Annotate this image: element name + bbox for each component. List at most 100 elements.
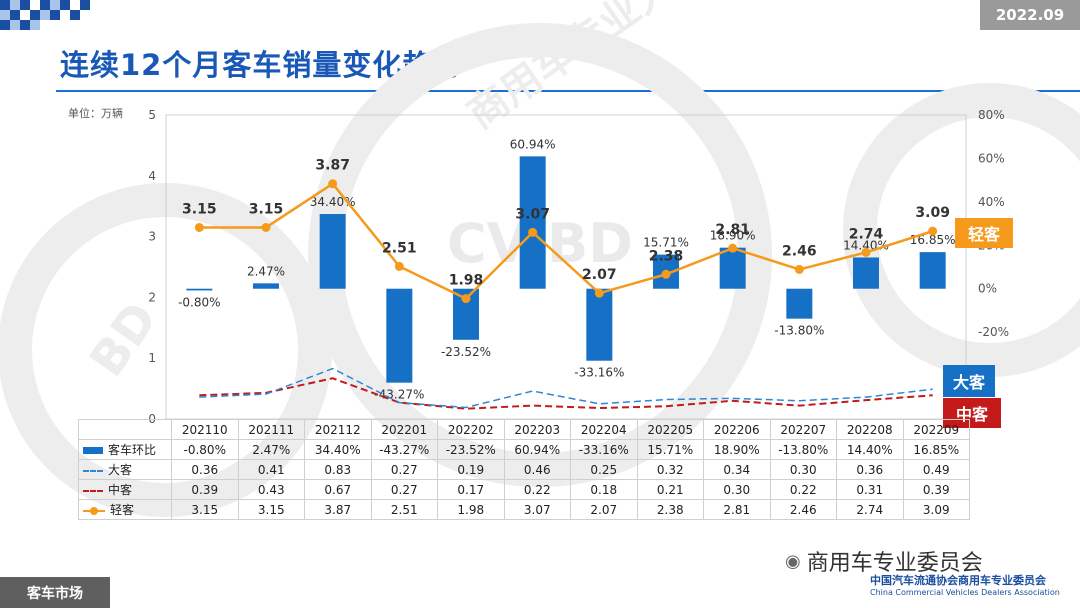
table-row: 大客 0.36 0.41 0.83 0.27 0.19 0.46 0.25 0.32 0.34 0.… bbox=[78, 459, 970, 480]
bar-label: 15.71% bbox=[643, 236, 689, 250]
table-header-cell: 202110 bbox=[171, 419, 239, 440]
table-cell: 0.27 bbox=[370, 479, 438, 500]
bar-label: 16.85% bbox=[910, 233, 956, 247]
light-bus-marker bbox=[861, 247, 871, 257]
light-bus-marker bbox=[928, 226, 938, 236]
table-series-label: 轻客 bbox=[78, 499, 172, 520]
table-cell: 15.71% bbox=[636, 439, 704, 460]
wechat-icon: ◉ bbox=[785, 550, 801, 572]
table-cell: 14.40% bbox=[836, 439, 904, 460]
table-cell: 0.30 bbox=[703, 479, 771, 500]
table-header-cell: 202203 bbox=[503, 419, 571, 440]
wechat-account: ◉ 商用车专业委员会 bbox=[785, 545, 983, 577]
table-cell: 2.81 bbox=[703, 499, 771, 520]
table-header-cell: 202204 bbox=[570, 419, 638, 440]
table-header-row: 202110 202111 202112 202201 202202 202203 2022… bbox=[78, 419, 970, 440]
bar-label: -0.80% bbox=[178, 295, 220, 309]
table-cell: 3.87 bbox=[304, 499, 372, 520]
table-series-label: 中客 bbox=[78, 479, 172, 500]
line-mid-bus bbox=[199, 377, 933, 410]
table-cell: -33.16% bbox=[570, 439, 638, 460]
bar-label: 60.94% bbox=[510, 137, 556, 151]
table-header-cell: 202206 bbox=[703, 419, 771, 440]
table-series-label: 客车环比 bbox=[78, 439, 172, 460]
light-bus-marker bbox=[461, 294, 471, 304]
table-cell: 0.46 bbox=[503, 459, 571, 480]
plot-frame bbox=[165, 114, 967, 420]
corner-checker-pattern bbox=[0, 0, 90, 30]
table-cell: 16.85% bbox=[902, 439, 970, 460]
table-cell: 0.67 bbox=[304, 479, 372, 500]
section-label: 客车市场 bbox=[0, 577, 110, 608]
table-cell: 0.19 bbox=[437, 459, 505, 480]
light-bus-label: 2.38 bbox=[649, 248, 684, 264]
title-rule bbox=[56, 90, 1080, 92]
association-name-en: China Commercial Vehicles Dealers Associ… bbox=[870, 588, 1060, 597]
table-cell: -23.52% bbox=[437, 439, 505, 460]
bar-mom bbox=[719, 247, 746, 289]
table-cell: 0.25 bbox=[570, 459, 638, 480]
y-left-tick: 3 bbox=[148, 230, 156, 244]
table-cell: -43.27% bbox=[370, 439, 438, 460]
association-logo: 中国汽车流通协会商用车专业委员会 China Commercial Vehicl… bbox=[870, 572, 1060, 597]
table-series-label: 大客 bbox=[78, 459, 172, 480]
bar-mom bbox=[519, 156, 546, 289]
light-bus-label: 2.81 bbox=[715, 222, 750, 238]
table-header-cell: 202202 bbox=[437, 419, 505, 440]
bar-label: 2.47% bbox=[247, 264, 285, 278]
y-right-tick: -20% bbox=[978, 325, 1009, 339]
table-header-cell: 202205 bbox=[636, 419, 704, 440]
light-bus-marker bbox=[328, 179, 338, 189]
table-cell: 2.47% bbox=[237, 439, 305, 460]
table-header-cell: 202112 bbox=[304, 419, 372, 440]
bar-mom bbox=[386, 288, 413, 383]
table-cell: 3.15 bbox=[171, 499, 239, 520]
y-right-tick: 60% bbox=[978, 151, 1005, 165]
table-cell: 0.39 bbox=[902, 479, 970, 500]
bar-mom bbox=[919, 252, 946, 289]
legend-swatch bbox=[83, 506, 105, 515]
table-row: 轻客 3.15 3.15 3.87 2.51 1.98 3.07 2.07 2.38 2.81 2.… bbox=[78, 499, 970, 520]
table-cell: 0.22 bbox=[769, 479, 837, 500]
table-cell: 0.83 bbox=[304, 459, 372, 480]
y-left-tick: 2 bbox=[148, 290, 156, 304]
light-bus-label: 3.15 bbox=[249, 201, 284, 217]
y-left-tick: 1 bbox=[148, 351, 156, 365]
light-bus-tag: 轻客 bbox=[955, 218, 1013, 248]
light-bus-marker bbox=[728, 243, 738, 253]
table-cell: 3.09 bbox=[902, 499, 970, 520]
legend-swatch bbox=[83, 447, 103, 454]
table-cell: 0.27 bbox=[370, 459, 438, 480]
table-header-cell: 202207 bbox=[769, 419, 837, 440]
legend-text: 客车环比 bbox=[108, 443, 157, 457]
table-cell: 2.46 bbox=[769, 499, 837, 520]
large-bus-tag: 大客 bbox=[943, 365, 995, 397]
light-bus-marker bbox=[794, 264, 804, 274]
light-bus-marker bbox=[661, 269, 671, 279]
table-cell: 60.94% bbox=[503, 439, 571, 460]
table-header-cell: 202209 bbox=[902, 419, 970, 440]
bar-mom bbox=[253, 283, 279, 289]
bar-mom bbox=[853, 257, 879, 289]
light-bus-label: 3.07 bbox=[515, 206, 550, 222]
light-bus-marker bbox=[261, 222, 271, 232]
table-corner bbox=[78, 419, 172, 440]
date-tab: 2022.09 bbox=[980, 0, 1080, 30]
light-bus-label: 2.74 bbox=[849, 226, 884, 242]
table-cell: 0.17 bbox=[437, 479, 505, 500]
bar-label: -13.80% bbox=[774, 324, 824, 338]
table-cell: 0.21 bbox=[636, 479, 704, 500]
table-header-cell: 202201 bbox=[370, 419, 438, 440]
bar-label: -43.27% bbox=[374, 388, 424, 402]
y-right-tick: 40% bbox=[978, 195, 1005, 209]
light-bus-marker bbox=[394, 261, 404, 271]
data-table: 202110 202111 202112 202201 202202 202203 2022… bbox=[78, 419, 970, 520]
light-bus-label: 2.51 bbox=[382, 240, 417, 256]
table-cell: 0.49 bbox=[902, 459, 970, 480]
bar-label: -33.16% bbox=[574, 366, 624, 380]
table-cell: 18.90% bbox=[703, 439, 771, 460]
light-bus-marker bbox=[594, 288, 604, 298]
table-cell: 34.40% bbox=[304, 439, 372, 460]
table-cell: 0.41 bbox=[237, 459, 305, 480]
